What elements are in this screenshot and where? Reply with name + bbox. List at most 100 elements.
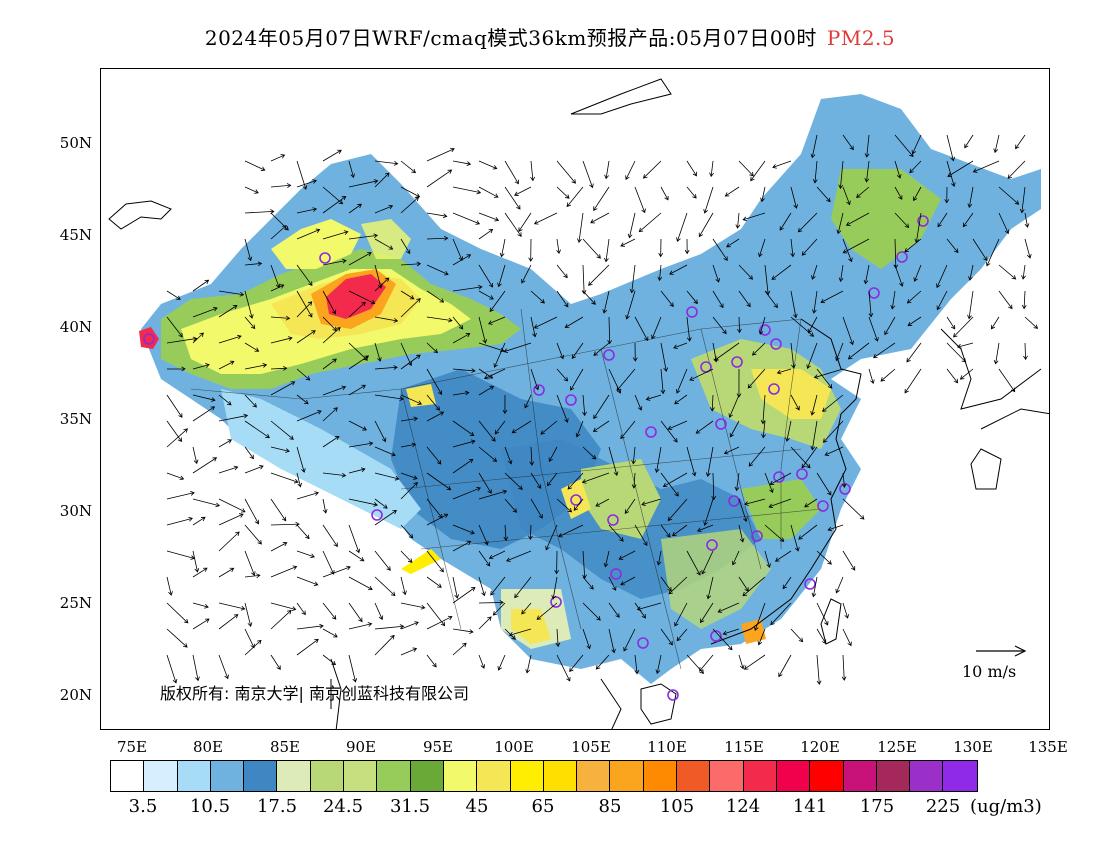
wind-arrow — [530, 368, 540, 391]
wind-arrow — [548, 446, 558, 463]
wind-arrow — [270, 609, 292, 630]
wind-arrow — [631, 472, 637, 489]
wind-arrow — [660, 420, 678, 443]
wind-arrow — [296, 491, 319, 500]
wind-arrow — [244, 209, 275, 214]
wind-arrow — [192, 498, 221, 508]
wind-arrow — [816, 186, 831, 203]
wind-arrow — [604, 160, 610, 180]
wind-arrow — [820, 290, 844, 304]
wind-arrow — [166, 420, 183, 443]
wind-arrow — [801, 446, 818, 469]
wind-arrow — [374, 394, 404, 402]
lon-label: 85E — [269, 738, 301, 756]
wind-arrow — [645, 394, 662, 401]
colorbar-label: 65 — [531, 796, 555, 817]
wind-arrow — [296, 623, 324, 630]
wind-arrow — [592, 420, 610, 432]
wind-arrow — [660, 290, 674, 307]
wind-arrow — [478, 446, 498, 462]
wind-arrow — [504, 498, 518, 513]
wind-arrow — [790, 524, 800, 552]
wind-arrow — [616, 368, 636, 392]
wind-arrow — [842, 602, 850, 619]
wind-arrow — [676, 628, 688, 642]
wind-arrow — [894, 186, 903, 200]
wind-arrow — [894, 212, 910, 229]
wind-arrow — [400, 238, 411, 255]
wind-arrow — [478, 160, 498, 170]
wind-arrow — [620, 420, 636, 440]
wind-arrow — [493, 342, 506, 368]
wind-arrow — [738, 290, 751, 308]
wind-arrow — [872, 342, 896, 359]
wind-arrow — [192, 567, 208, 578]
wind-arrow — [400, 442, 417, 448]
wind-arrow — [673, 342, 688, 349]
wind-arrow — [810, 134, 818, 159]
wind-arrow — [946, 238, 959, 254]
wind-arrow — [426, 290, 445, 303]
wind-arrow — [166, 491, 195, 500]
wind-arrow — [166, 366, 186, 372]
wind-arrow — [764, 290, 778, 309]
wind-arrow — [662, 472, 688, 488]
colorbar-swatch — [643, 761, 678, 791]
wind-arrow — [838, 160, 844, 190]
wind-arrow — [811, 576, 818, 598]
wind-arrow — [602, 290, 610, 314]
wind-arrow — [1021, 290, 1027, 310]
wind-arrow — [296, 301, 313, 318]
lat-label: 20N — [59, 686, 92, 704]
wind-arrow — [847, 342, 870, 360]
wind-arrow — [166, 654, 178, 684]
wind-arrow — [660, 576, 672, 592]
wind-arrow — [524, 394, 532, 409]
wind-arrow — [244, 550, 256, 577]
wind-arrow — [972, 160, 1000, 173]
wind-arrow — [686, 290, 698, 305]
wind-arrow — [270, 446, 290, 453]
wind-arrow — [604, 238, 610, 263]
wind-arrow — [452, 284, 483, 292]
wind-arrow — [577, 212, 584, 243]
wind-arrow — [374, 316, 399, 323]
wind-arrow — [400, 354, 421, 370]
wind-arrow — [426, 411, 445, 422]
wind-arrow — [634, 316, 649, 342]
wind-arrow — [244, 464, 264, 474]
wind-arrow — [603, 550, 610, 568]
colorbar-swatch — [776, 761, 811, 791]
wind-arrow — [582, 394, 587, 417]
wind-arrow — [270, 654, 281, 671]
colorbar-label: 141 — [792, 796, 828, 817]
lon-label: 75E — [116, 738, 148, 756]
wind-arrow — [426, 576, 442, 588]
wind-arrow — [660, 472, 679, 497]
wind-arrow — [660, 524, 671, 538]
colorbar-swatch — [144, 761, 178, 791]
wind-arrow — [322, 435, 340, 448]
wind-arrow — [296, 602, 306, 616]
wind-arrow — [729, 420, 740, 438]
wind-arrow — [686, 446, 697, 477]
wind-arrow — [166, 472, 185, 481]
wind-arrow — [953, 316, 974, 338]
wind-arrow — [723, 446, 740, 455]
wind-arrow — [703, 498, 714, 526]
wind-arrow — [166, 336, 198, 344]
wind-arrow — [582, 446, 597, 460]
wind-arrow — [998, 186, 1020, 205]
wind-arrow — [845, 212, 870, 226]
wind-arrow — [426, 615, 453, 630]
wind-arrow — [530, 290, 545, 304]
wind-arrow — [348, 576, 373, 591]
wind-arrow — [582, 602, 601, 621]
wind-arrow — [841, 472, 847, 488]
wind-arrow — [674, 394, 688, 405]
wind-arrow — [270, 365, 288, 371]
wind-arrow — [426, 446, 442, 465]
wind-arrow — [842, 134, 854, 151]
wind-arrow — [968, 264, 974, 281]
colorbar-label: 3.5 — [128, 796, 158, 817]
